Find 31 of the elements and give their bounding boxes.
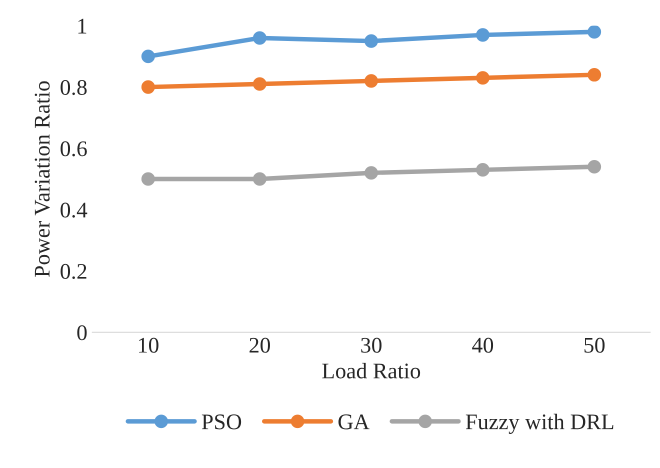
y-tick-label: 1 <box>78 18 86 34</box>
point <box>252 77 266 91</box>
point <box>364 166 378 180</box>
x-tick-label: 30 <box>361 338 382 353</box>
legend-label: PSO <box>202 414 242 430</box>
y-tick-label: 0.4 <box>60 202 88 218</box>
point <box>588 68 602 82</box>
x-tick-label: 10 <box>139 338 158 353</box>
x-axis-title: Load Ratio <box>322 362 420 378</box>
x-tick-label: 40 <box>472 338 494 353</box>
point <box>364 34 378 48</box>
y-tick-label: 0.2 <box>60 264 86 279</box>
point <box>252 31 266 45</box>
y-tick-label: 0.8 <box>60 80 87 96</box>
point <box>588 160 602 174</box>
y-tick-label: 0.6 <box>60 141 87 156</box>
point <box>252 172 266 186</box>
y-tick-label: 0 <box>77 325 87 340</box>
point <box>476 28 490 42</box>
legend-label: Fuzzy with DRL <box>466 414 614 434</box>
x-tick-label: 50 <box>584 338 605 353</box>
y-axis-title: Power Variation Ratio <box>34 81 50 277</box>
point <box>588 26 602 39</box>
legend-label: GA <box>338 414 370 430</box>
x-tick-label: 20 <box>250 338 270 353</box>
point <box>476 163 490 177</box>
point <box>476 71 490 85</box>
point <box>141 172 155 186</box>
point <box>364 74 378 88</box>
point <box>141 80 155 94</box>
point <box>141 50 155 64</box>
